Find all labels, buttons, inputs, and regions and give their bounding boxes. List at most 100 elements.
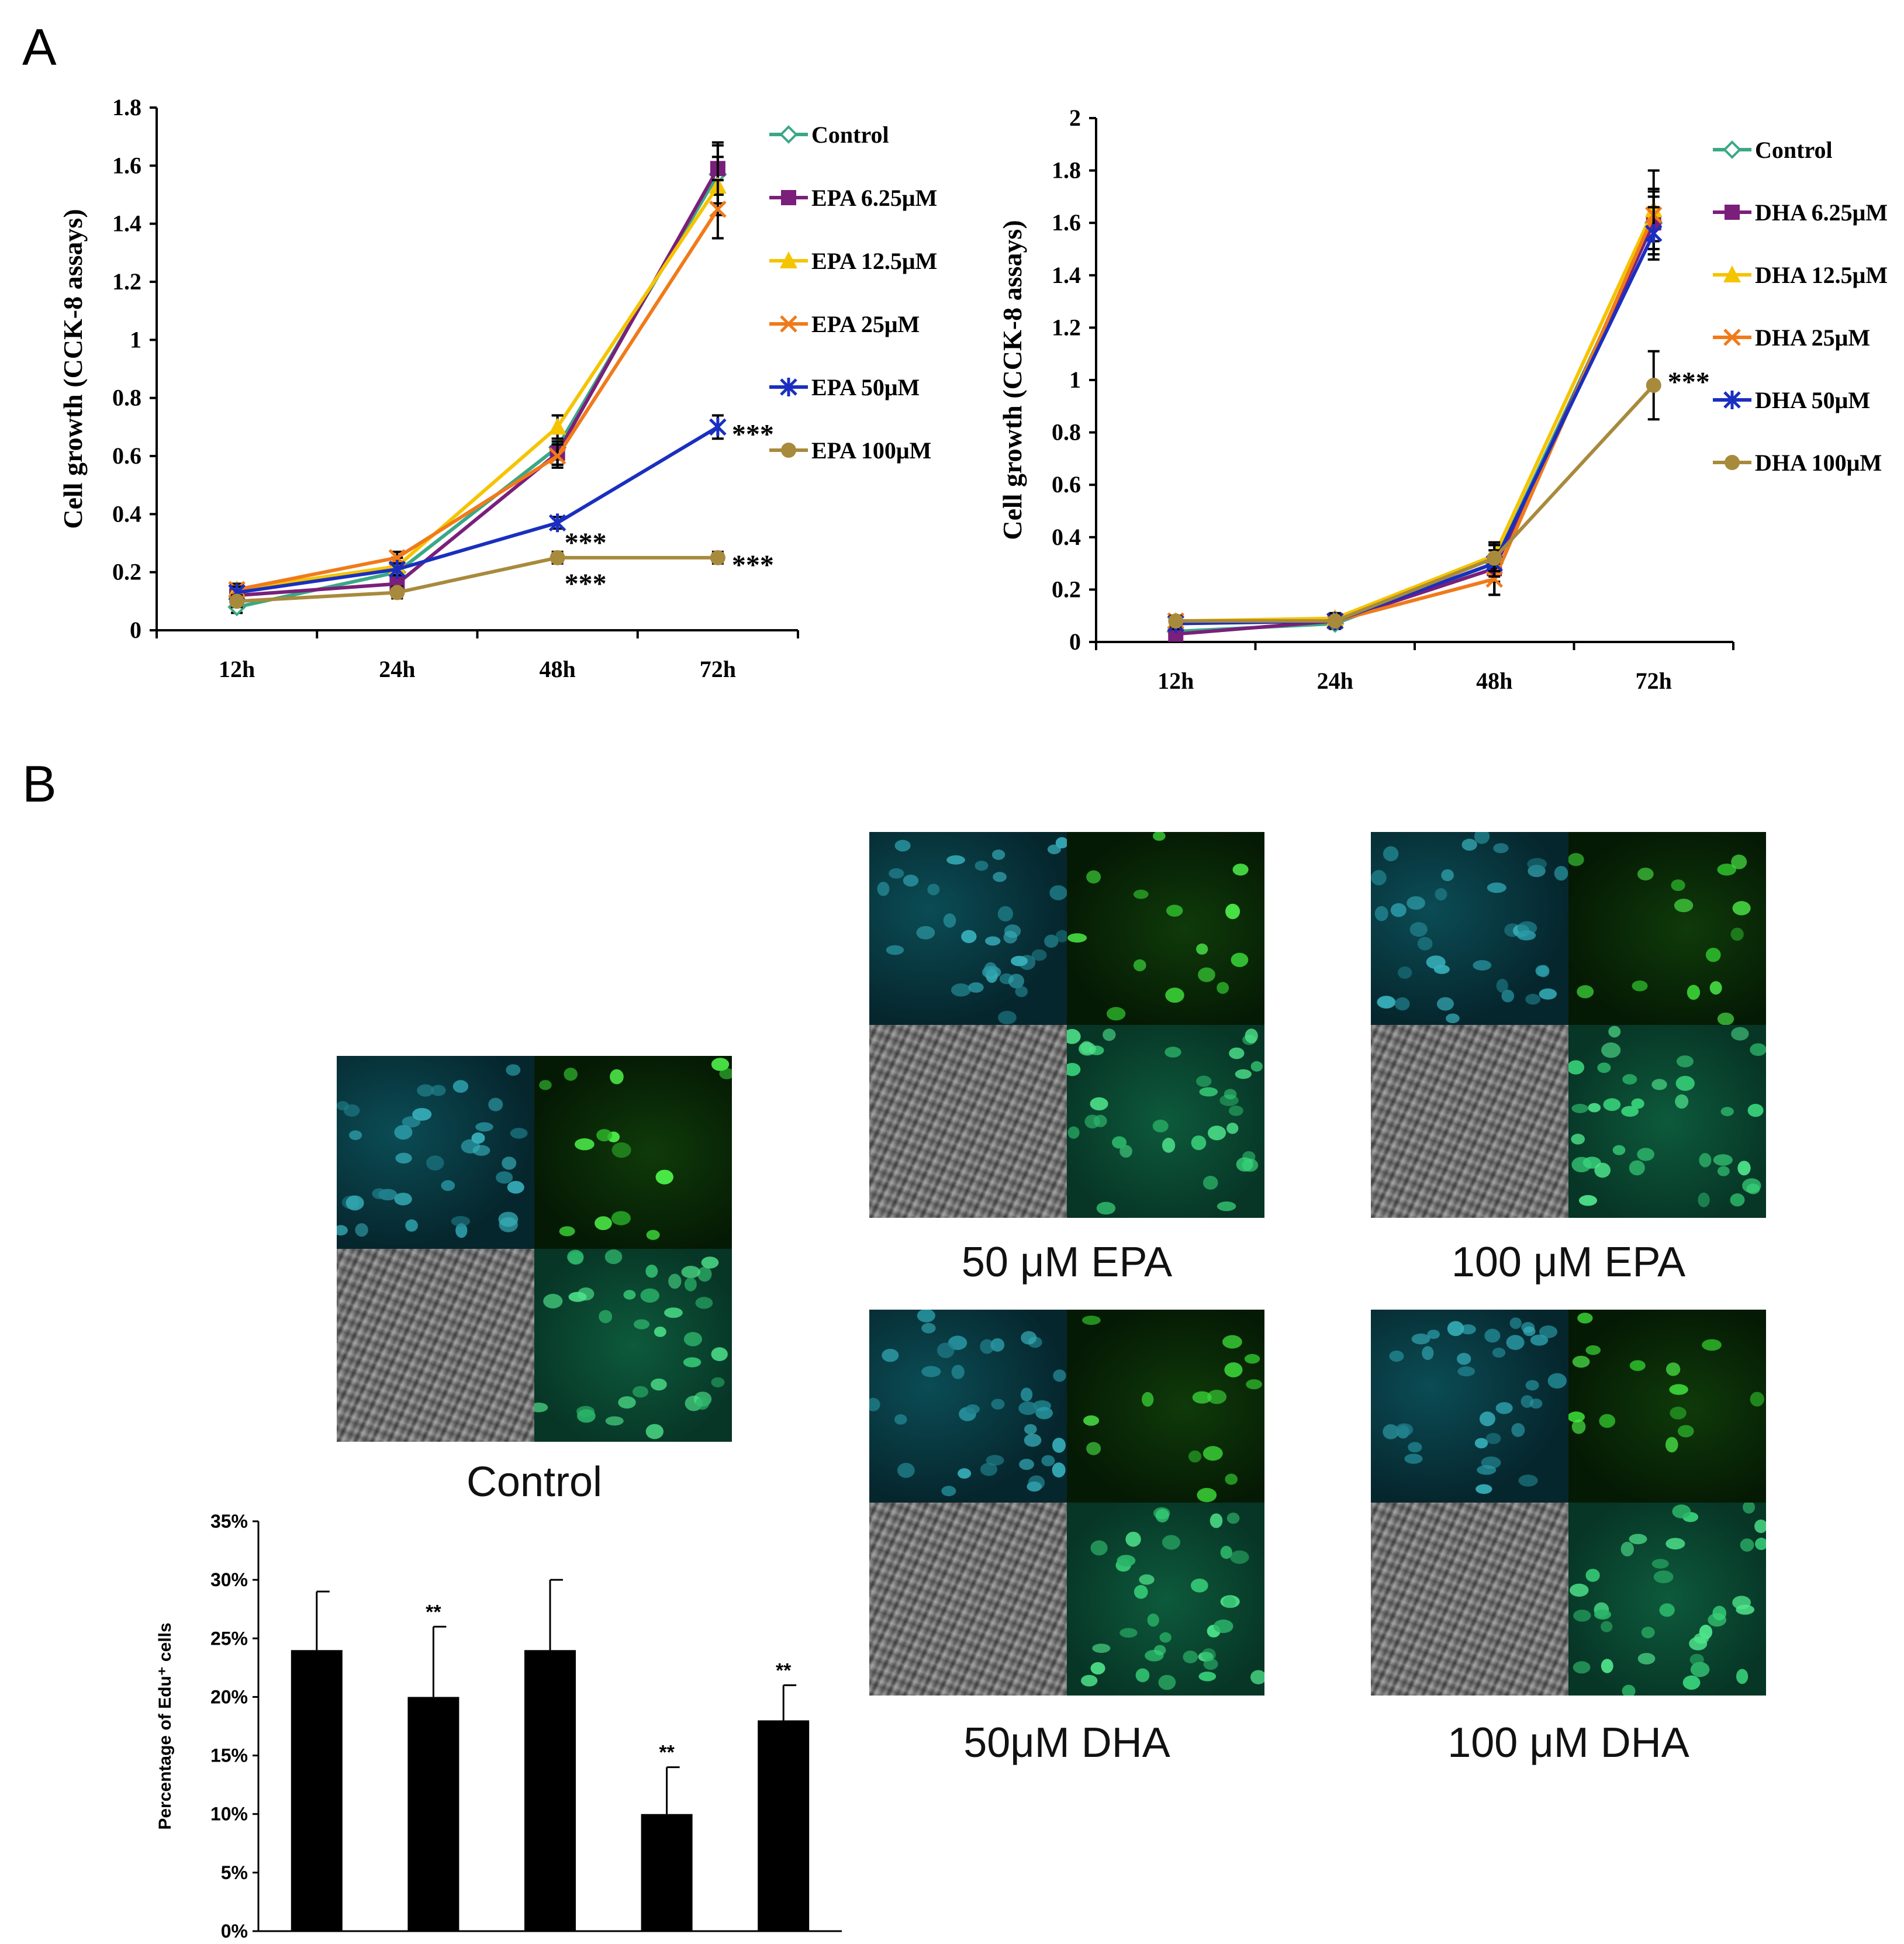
cell-nucleus	[1747, 1103, 1764, 1117]
cell-nucleus	[1196, 1075, 1212, 1087]
cell-nucleus	[894, 840, 911, 852]
y-tick-label: 1.6	[1052, 209, 1081, 236]
cell-nucleus	[471, 1132, 485, 1144]
cell-nucleus	[1518, 1475, 1538, 1487]
cell-nucleus	[1457, 1366, 1475, 1377]
cell-nucleus	[1651, 1079, 1667, 1090]
micrograph-phase-quadrant	[869, 1025, 1067, 1218]
nuclei-pattern	[534, 1249, 728, 1439]
micrograph-control	[337, 1056, 732, 1442]
cell-nucleus	[1501, 989, 1515, 1003]
cell-nucleus	[610, 1069, 624, 1085]
y-tick-label: 1.4	[112, 210, 141, 237]
cell-nucleus	[1669, 1384, 1688, 1395]
cell-nucleus	[1597, 1062, 1611, 1073]
cell-nucleus	[1742, 1178, 1761, 1193]
cell-nucleus	[1554, 866, 1568, 881]
cell-nucleus	[937, 1342, 955, 1358]
cell-nucleus	[1232, 864, 1249, 876]
cell-nucleus	[1226, 1123, 1239, 1134]
series-line	[236, 185, 720, 592]
legend-label: EPA 12.5μM	[811, 248, 937, 274]
cell-nucleus	[991, 1399, 1005, 1410]
cell-nucleus	[1408, 1442, 1422, 1453]
cell-nucleus	[1383, 846, 1399, 862]
cell-nucleus	[1217, 1201, 1236, 1211]
micrograph-label-epa100: 100 μM EPA	[1451, 1239, 1686, 1286]
cell-nucleus	[1612, 1145, 1626, 1155]
cell-nucleus	[1092, 1643, 1111, 1653]
cell-nucleus	[1119, 1145, 1132, 1158]
cell-nucleus	[1183, 1650, 1198, 1663]
cell-nucleus	[534, 1403, 548, 1413]
cell-nucleus	[1024, 1434, 1042, 1447]
data-point	[710, 550, 725, 565]
micrograph-epa50	[869, 832, 1264, 1218]
cell-nucleus	[1125, 1531, 1141, 1547]
cell-nucleus	[941, 1486, 956, 1497]
cell-nucleus	[1709, 981, 1722, 995]
cell-nucleus	[1568, 1060, 1585, 1075]
cell-nucleus	[655, 1169, 673, 1185]
cell-nucleus	[683, 1357, 702, 1368]
cell-nucleus	[1730, 927, 1744, 941]
x-tick-label: 12h	[219, 656, 255, 682]
series-line	[236, 167, 720, 598]
cell-nucleus	[1155, 1508, 1169, 1522]
nuclei-pattern	[1080, 1507, 1264, 1690]
cell-nucleus	[993, 872, 1007, 882]
cell-nucleus	[623, 1290, 636, 1300]
y-tick-label: 10%	[210, 1804, 248, 1825]
series-line	[1176, 209, 1656, 623]
legend-marker	[780, 378, 797, 396]
y-axis-label: Percentage of Edu⁺ cells	[156, 1622, 175, 1829]
legend-label: DHA 6.25μM	[1755, 199, 1888, 226]
cell-nucleus	[1568, 852, 1584, 866]
cell-nucleus	[599, 1310, 613, 1324]
cell-nucleus	[502, 1156, 517, 1170]
y-tick-label: 30%	[210, 1569, 248, 1590]
micrograph-merge-quadrant	[1568, 1503, 1766, 1696]
cell-nucleus	[1671, 879, 1685, 891]
cell-nucleus	[1103, 1028, 1116, 1041]
y-tick-label: 2	[1069, 105, 1081, 131]
micrograph-phase-quadrant	[337, 1249, 534, 1442]
cell-nucleus	[1021, 1331, 1037, 1345]
cell-nucleus	[1641, 1627, 1655, 1638]
cell-nucleus	[1699, 1153, 1712, 1168]
cell-nucleus	[961, 930, 977, 944]
cell-nucleus	[1245, 1028, 1258, 1044]
cell-nucleus	[1090, 1540, 1108, 1556]
series-line	[236, 173, 720, 609]
cell-nucleus	[455, 1223, 468, 1238]
y-tick-label: 0.2	[112, 559, 141, 585]
cell-nucleus	[1236, 1157, 1253, 1172]
nuclei-pattern	[1570, 1503, 1766, 1696]
data-point	[550, 550, 565, 565]
cell-nucleus	[1018, 1401, 1038, 1415]
nuclei-pattern	[337, 1064, 528, 1238]
data-point	[709, 201, 727, 218]
micrograph-label-control: Control	[466, 1459, 603, 1506]
cell-nucleus	[1530, 1334, 1549, 1346]
cell-nucleus	[1608, 1025, 1621, 1038]
legend-label: EPA 50μM	[811, 374, 920, 400]
cell-nucleus	[430, 1085, 446, 1096]
cell-nucleus	[1594, 1162, 1611, 1178]
cell-nucleus	[337, 1225, 348, 1236]
cell-nucleus	[1495, 1402, 1513, 1414]
cell-nucleus	[1225, 1473, 1238, 1485]
x-tick-label: 12h	[1157, 668, 1194, 694]
cell-nucleus	[1601, 1042, 1621, 1058]
cell-nucleus	[869, 1397, 880, 1411]
cell-nucleus	[611, 1211, 631, 1225]
cell-nucleus	[1390, 903, 1407, 917]
y-tick-label: 35%	[210, 1511, 248, 1532]
cell-nucleus	[1086, 870, 1101, 884]
cell-nucleus	[498, 1211, 519, 1227]
cell-nucleus	[1687, 985, 1701, 1000]
y-tick-label: 5%	[221, 1862, 248, 1883]
x-tick-label: 72h	[1636, 668, 1672, 694]
cell-nucleus	[1571, 1420, 1586, 1434]
cell-nucleus	[1743, 1503, 1756, 1514]
